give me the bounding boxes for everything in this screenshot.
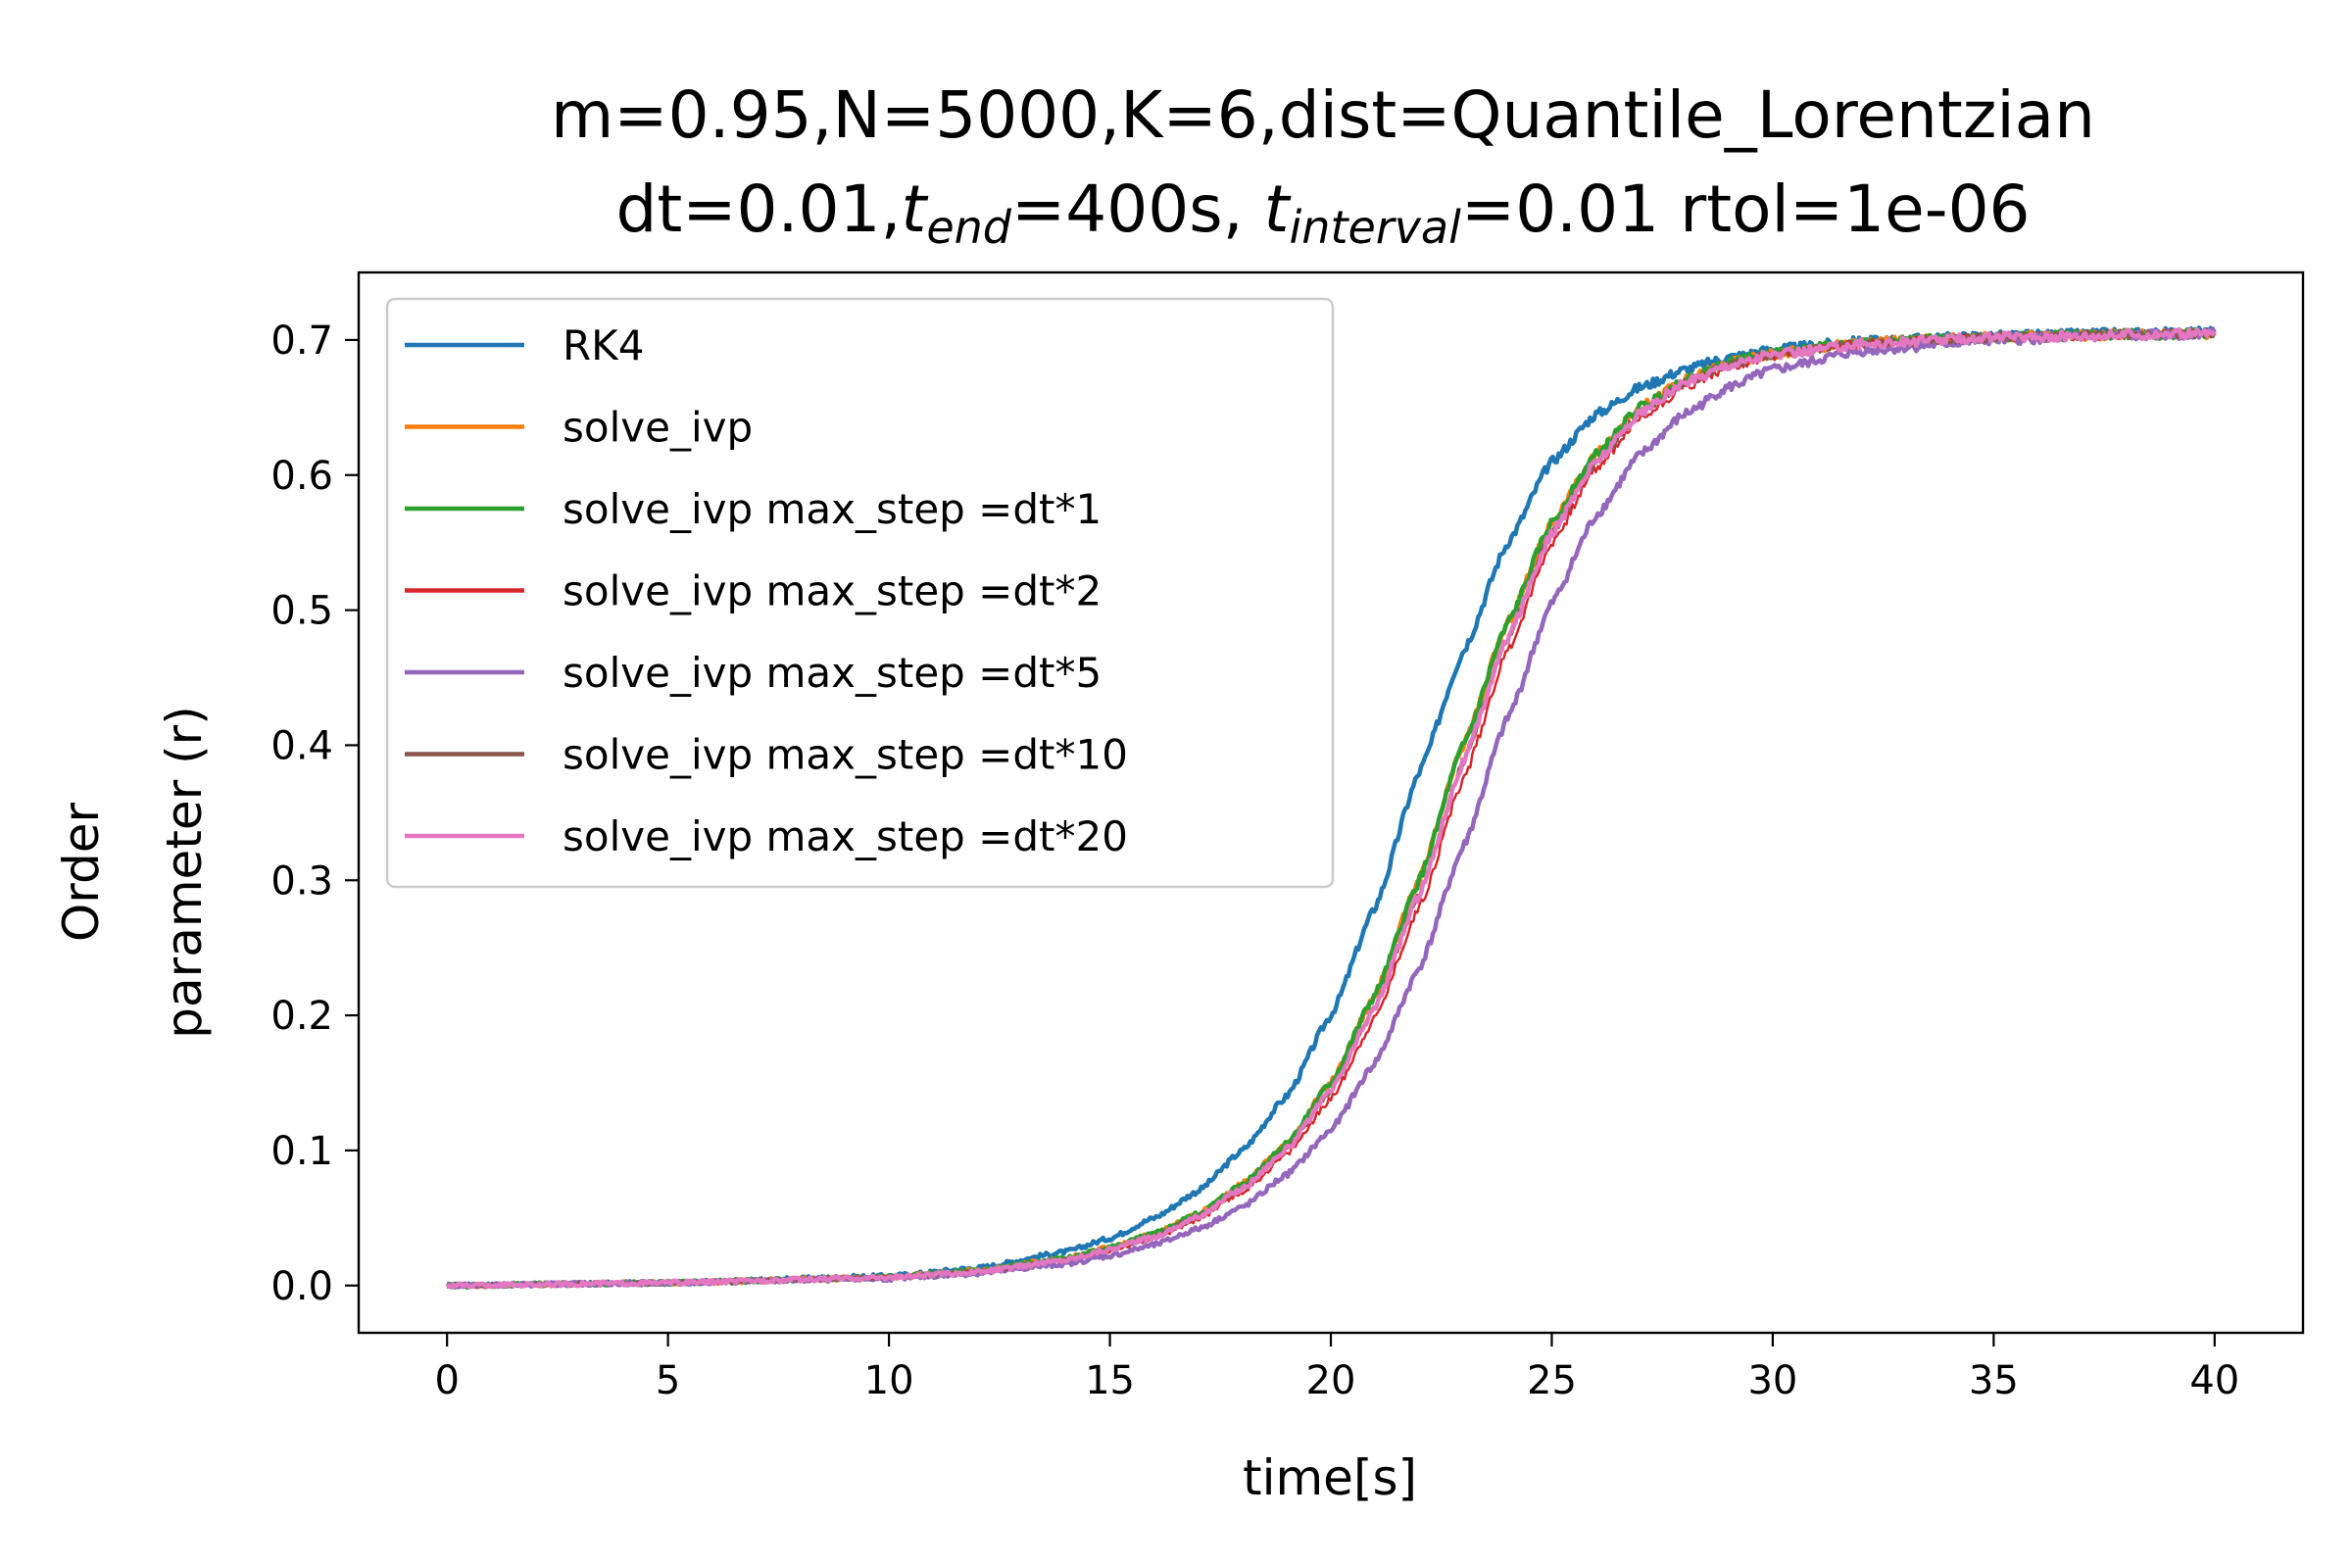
chart-title-line2: dt=0.01,tend=400s, tinterval=0.01 rtol=1…	[615, 172, 2030, 254]
title-part-2: =400s,	[1011, 172, 1264, 247]
chart-title-line1: m=0.95,N=5000,K=6,dist=Quantile_Lorentzi…	[551, 77, 2095, 153]
y-axis-label-line2: parameter (r)	[156, 706, 213, 1038]
legend-label-3: solve_ivp max_step =dt*2	[563, 567, 1102, 615]
ticks-layer: 0 5 10 15 20 25 30 35 40 0.0 0.1 0.2 0.3 0.4 0.5 0.6 0.7	[270, 318, 2239, 1403]
x-tick-label: 30	[1747, 1358, 1797, 1403]
plot-frame	[357, 270, 2305, 1335]
y-tick-label: 0.2	[270, 994, 333, 1039]
y-tick-label: 0.6	[270, 454, 333, 499]
y-tick-label: 0.1	[270, 1129, 333, 1174]
title-sub-end: end	[926, 201, 1011, 254]
x-tick-label: 15	[1085, 1358, 1135, 1403]
x-tick-label: 25	[1527, 1358, 1577, 1403]
x-tick-label: 20	[1306, 1358, 1356, 1403]
title-t-end: t	[901, 172, 928, 247]
title-part-1: dt=0.01,	[615, 172, 901, 247]
title-part-3: =0.01 rtol=1e-06	[1461, 172, 2031, 247]
y-axis-label-line1: Order	[53, 803, 110, 943]
y-tick-label: 0.3	[270, 858, 333, 904]
title-t-interval: t	[1264, 172, 1292, 247]
x-tick-label: 35	[1969, 1358, 2019, 1403]
y-tick-label: 0.7	[270, 318, 333, 364]
legend: RK4 solve_ivp solve_ivp max_step =dt*1 solv…	[385, 297, 1335, 889]
legend-frame	[385, 297, 1335, 889]
legend-label-6: solve_ivp max_step =dt*20	[563, 812, 1128, 860]
y-tick-label: 0.4	[270, 723, 333, 768]
x-tick-label: 5	[656, 1358, 680, 1403]
y-tick-label: 0.0	[270, 1264, 333, 1309]
x-tick-label: 0	[434, 1358, 459, 1403]
y-tick-label: 0.5	[270, 589, 333, 634]
legend-label-4: solve_ivp max_step =dt*5	[563, 649, 1102, 697]
legend-label-1: solve_ivp	[563, 404, 753, 452]
series-line-6	[445, 326, 2217, 1290]
legend-label-0: RK4	[563, 321, 644, 369]
title-sub-interval: interval	[1290, 201, 1462, 254]
x-axis-label: time[s]	[1243, 1449, 1417, 1506]
series-layer	[445, 325, 2217, 1290]
x-tick-label: 10	[864, 1358, 914, 1403]
legend-label-5: solve_ivp max_step =dt*10	[563, 731, 1128, 779]
x-tick-label: 40	[2189, 1358, 2239, 1403]
legend-label-2: solve_ivp max_step =dt*1	[563, 485, 1102, 533]
